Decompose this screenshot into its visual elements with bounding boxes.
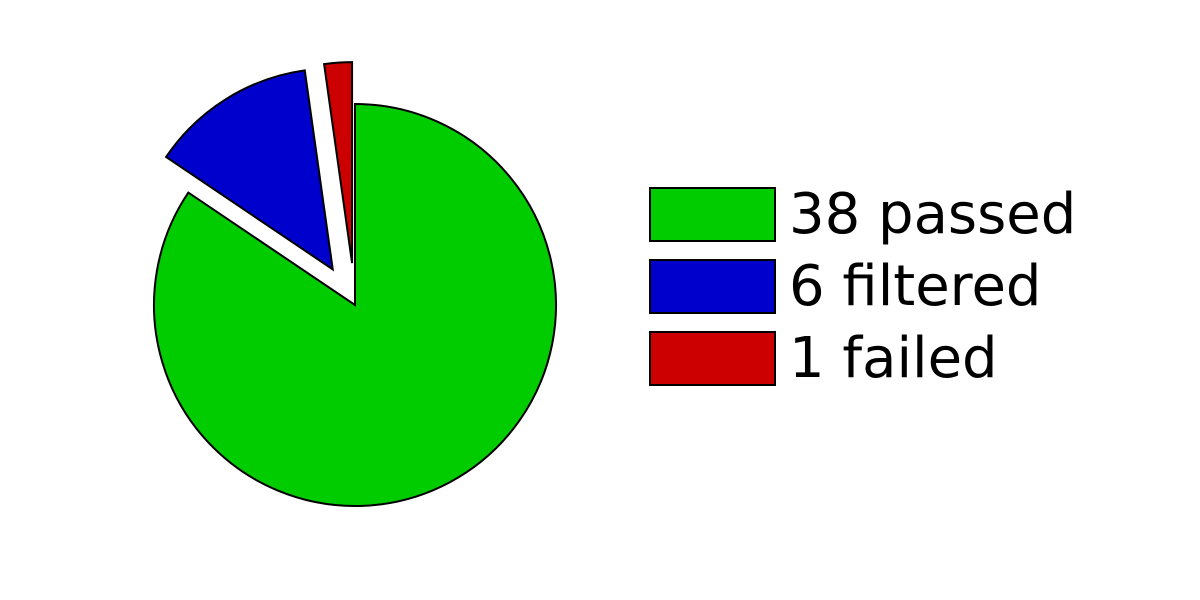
legend-label-filtered: 6 filtered (789, 254, 1041, 319)
legend-label-passed: 38 passed (789, 182, 1076, 247)
legend-swatch-filtered (649, 259, 776, 314)
legend-swatch-passed (649, 187, 776, 242)
pie-slice-filtered (164, 69, 335, 272)
pie-slice-passed (153, 102, 557, 507)
legend-swatch-failed (649, 331, 776, 386)
pie-slices (153, 61, 557, 507)
legend: 38 passed 6 filtered 1 failed (649, 182, 1076, 391)
pie-slice-failed (322, 61, 354, 264)
legend-label-failed: 1 failed (789, 326, 998, 391)
